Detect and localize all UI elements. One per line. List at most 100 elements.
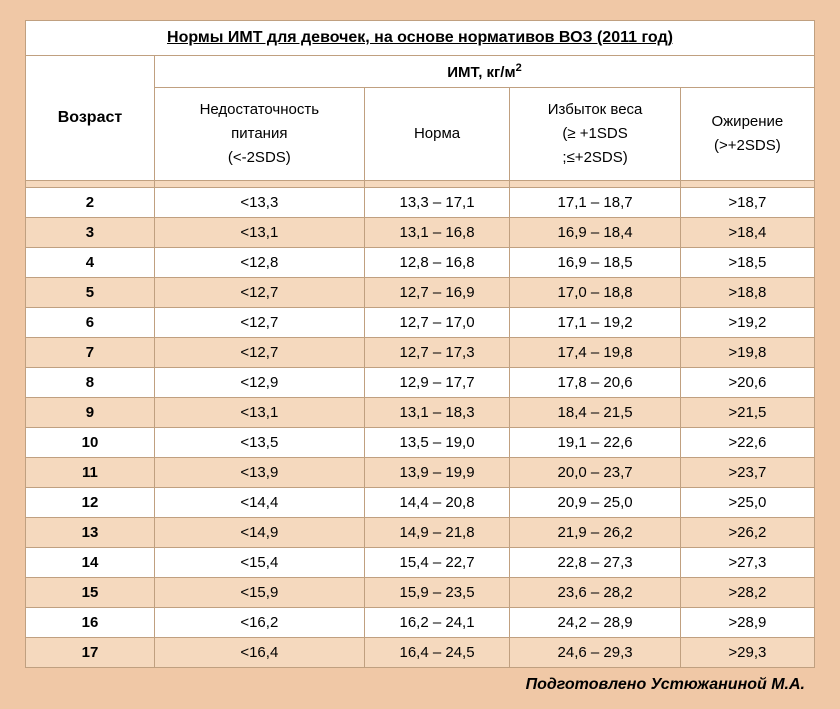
age-header: Возраст xyxy=(26,56,155,181)
table-row: 3<13,113,1 – 16,816,9 – 18,4>18,4 xyxy=(26,218,815,248)
table-row: 13<14,914,9 – 21,821,9 – 26,2>26,2 xyxy=(26,518,815,548)
cell-obesity: >26,2 xyxy=(680,518,814,548)
cell-normal: 12,7 – 17,0 xyxy=(364,308,510,338)
cell-obesity: >22,6 xyxy=(680,428,814,458)
cell-obesity: >18,7 xyxy=(680,188,814,218)
cell-overweight: 21,9 – 26,2 xyxy=(510,518,680,548)
cell-overweight: 20,9 – 25,0 xyxy=(510,488,680,518)
col-normal: Норма xyxy=(364,88,510,181)
cell-normal: 15,4 – 22,7 xyxy=(364,548,510,578)
cell-age: 9 xyxy=(26,398,155,428)
table-row: 2<13,313,3 – 17,117,1 – 18,7>18,7 xyxy=(26,188,815,218)
cell-normal: 16,2 – 24,1 xyxy=(364,608,510,638)
cell-obesity: >28,2 xyxy=(680,578,814,608)
table-row: 5<12,712,7 – 16,917,0 – 18,8>18,8 xyxy=(26,278,815,308)
cell-underweight: <12,7 xyxy=(154,278,364,308)
table-row: 10<13,513,5 – 19,019,1 – 22,6>22,6 xyxy=(26,428,815,458)
footer-credit: Подготовлено Устюжаниной М.А. xyxy=(25,668,815,694)
cell-obesity: >19,2 xyxy=(680,308,814,338)
table-row: 4<12,812,8 – 16,816,9 – 18,5>18,5 xyxy=(26,248,815,278)
cell-overweight: 23,6 – 28,2 xyxy=(510,578,680,608)
table-row: 14<15,415,4 – 22,722,8 – 27,3>27,3 xyxy=(26,548,815,578)
cell-age: 8 xyxy=(26,368,155,398)
cell-obesity: >27,3 xyxy=(680,548,814,578)
cell-overweight: 22,8 – 27,3 xyxy=(510,548,680,578)
cell-overweight: 17,4 – 19,8 xyxy=(510,338,680,368)
cell-obesity: >25,0 xyxy=(680,488,814,518)
cell-age: 5 xyxy=(26,278,155,308)
table-row: 15<15,915,9 – 23,523,6 – 28,2>28,2 xyxy=(26,578,815,608)
cell-age: 17 xyxy=(26,638,155,668)
table-row: 7<12,712,7 – 17,317,4 – 19,8>19,8 xyxy=(26,338,815,368)
cell-underweight: <13,9 xyxy=(154,458,364,488)
cell-overweight: 17,8 – 20,6 xyxy=(510,368,680,398)
cell-underweight: <14,4 xyxy=(154,488,364,518)
cell-age: 10 xyxy=(26,428,155,458)
cell-obesity: >19,8 xyxy=(680,338,814,368)
cell-obesity: >18,4 xyxy=(680,218,814,248)
cell-underweight: <15,4 xyxy=(154,548,364,578)
cell-age: 11 xyxy=(26,458,155,488)
cell-age: 6 xyxy=(26,308,155,338)
cell-underweight: <13,3 xyxy=(154,188,364,218)
cell-obesity: >28,9 xyxy=(680,608,814,638)
cell-overweight: 20,0 – 23,7 xyxy=(510,458,680,488)
cell-overweight: 17,1 – 18,7 xyxy=(510,188,680,218)
cell-normal: 14,4 – 20,8 xyxy=(364,488,510,518)
cell-obesity: >18,5 xyxy=(680,248,814,278)
cell-overweight: 19,1 – 22,6 xyxy=(510,428,680,458)
cell-age: 7 xyxy=(26,338,155,368)
cell-normal: 12,7 – 16,9 xyxy=(364,278,510,308)
cell-age: 13 xyxy=(26,518,155,548)
cell-overweight: 24,2 – 28,9 xyxy=(510,608,680,638)
cell-underweight: <12,9 xyxy=(154,368,364,398)
table-row: 8<12,912,9 – 17,717,8 – 20,6>20,6 xyxy=(26,368,815,398)
table-row: 9<13,113,1 – 18,318,4 – 21,5>21,5 xyxy=(26,398,815,428)
cell-overweight: 17,0 – 18,8 xyxy=(510,278,680,308)
cell-underweight: <12,7 xyxy=(154,338,364,368)
cell-age: 14 xyxy=(26,548,155,578)
cell-age: 15 xyxy=(26,578,155,608)
cell-underweight: <16,4 xyxy=(154,638,364,668)
table-row: 11<13,913,9 – 19,920,0 – 23,7>23,7 xyxy=(26,458,815,488)
cell-underweight: <13,1 xyxy=(154,218,364,248)
col-underweight: Недостаточность питания (<-2SDS) xyxy=(154,88,364,181)
cell-normal: 13,9 – 19,9 xyxy=(364,458,510,488)
table-row: 17<16,416,4 – 24,524,6 – 29,3>29,3 xyxy=(26,638,815,668)
cell-underweight: <13,1 xyxy=(154,398,364,428)
cell-obesity: >29,3 xyxy=(680,638,814,668)
cell-age: 2 xyxy=(26,188,155,218)
cell-age: 16 xyxy=(26,608,155,638)
cell-obesity: >23,7 xyxy=(680,458,814,488)
cell-underweight: <12,8 xyxy=(154,248,364,278)
cell-normal: 15,9 – 23,5 xyxy=(364,578,510,608)
cell-obesity: >20,6 xyxy=(680,368,814,398)
unit-header: ИМТ, кг/м2 xyxy=(154,56,814,88)
cell-normal: 12,7 – 17,3 xyxy=(364,338,510,368)
header-row-1: Возраст ИМТ, кг/м2 xyxy=(26,56,815,88)
cell-underweight: <13,5 xyxy=(154,428,364,458)
cell-obesity: >18,8 xyxy=(680,278,814,308)
table-row: 16<16,216,2 – 24,124,2 – 28,9>28,9 xyxy=(26,608,815,638)
cell-underweight: <16,2 xyxy=(154,608,364,638)
cell-age: 4 xyxy=(26,248,155,278)
cell-underweight: <15,9 xyxy=(154,578,364,608)
table-row: 6<12,712,7 – 17,017,1 – 19,2>19,2 xyxy=(26,308,815,338)
cell-normal: 14,9 – 21,8 xyxy=(364,518,510,548)
table-row: 12<14,414,4 – 20,820,9 – 25,0>25,0 xyxy=(26,488,815,518)
cell-overweight: 16,9 – 18,5 xyxy=(510,248,680,278)
cell-overweight: 18,4 – 21,5 xyxy=(510,398,680,428)
cell-normal: 16,4 – 24,5 xyxy=(364,638,510,668)
cell-normal: 12,9 – 17,7 xyxy=(364,368,510,398)
bmi-norms-table: Нормы ИМТ для девочек, на основе нормати… xyxy=(25,20,815,668)
col-overweight: Избыток веса (≥ +1SDS ;≤+2SDS) xyxy=(510,88,680,181)
cell-normal: 12,8 – 16,8 xyxy=(364,248,510,278)
table-title-row: Нормы ИМТ для девочек, на основе нормати… xyxy=(26,21,815,56)
cell-age: 3 xyxy=(26,218,155,248)
cell-normal: 13,3 – 17,1 xyxy=(364,188,510,218)
cell-normal: 13,1 – 16,8 xyxy=(364,218,510,248)
cell-normal: 13,5 – 19,0 xyxy=(364,428,510,458)
cell-obesity: >21,5 xyxy=(680,398,814,428)
cell-underweight: <14,9 xyxy=(154,518,364,548)
spacer-row xyxy=(26,181,815,188)
